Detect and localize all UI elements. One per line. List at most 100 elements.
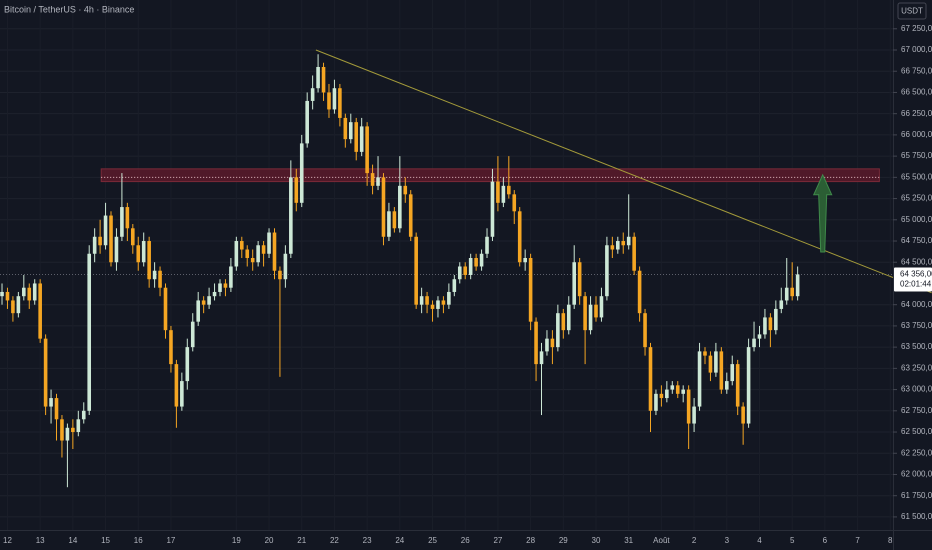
candle-body [294,177,299,203]
candle-body [479,253,484,267]
last-price-label: 64 356,00 [900,270,932,279]
candle-body [648,347,653,411]
y-tick-label: 62 750,00 [901,406,932,415]
x-tick-label: 24 [395,536,404,545]
candle-body [27,287,32,301]
candle-body [654,393,658,411]
candle-body [114,236,119,263]
candle-body [348,122,353,140]
candle-body [278,270,282,280]
candle-body [583,296,587,331]
candle-body [730,364,735,382]
candle-body [784,287,789,301]
candle-body [376,177,380,186]
plot-area [0,28,932,518]
candle-body [98,236,102,246]
y-tick-label: 61 500,00 [901,512,932,521]
candle-body [637,270,642,314]
candle-body [512,194,517,212]
candle-body [534,321,538,365]
candle-body [43,338,48,407]
candle-body [425,296,429,305]
candle-body [218,283,222,292]
y-tick-label: 62 250,00 [901,448,932,457]
x-tick-label: 30 [592,536,601,545]
candle-body [774,308,778,331]
candle-body [594,304,598,318]
candle-body [261,245,266,254]
candle-body [659,393,664,399]
y-tick-label: 63 750,00 [901,321,932,330]
candle-body [610,245,615,250]
currency[interactable]: USDT [901,7,923,16]
candle-body [561,313,566,331]
candle-body [125,207,130,229]
candle-body [11,300,15,314]
y-tick-label: 65 000,00 [901,215,932,224]
candle-body [92,236,97,254]
candle-body [752,338,756,348]
candle-body [223,283,228,288]
x-tick-label: 27 [493,536,502,545]
candle-body [523,257,527,263]
x-tick-label: 4 [757,536,762,545]
x-tick-label: 16 [134,536,143,545]
x-tick-label: 22 [330,536,339,545]
candle-body [686,389,691,424]
candle-body [697,351,702,407]
candle-body [109,215,113,263]
candle-body [190,321,195,348]
x-tick-label: 3 [725,536,730,545]
x-tick-label: 20 [265,536,274,545]
x-tick-label: 17 [166,536,175,545]
candle-body [616,241,620,250]
candle-body [398,185,402,229]
x-tick-label: 26 [461,536,470,545]
candle-body [354,122,359,152]
candle-body [65,427,70,441]
candle-body [675,385,680,394]
currency-box[interactable] [897,2,927,20]
candle-body [539,351,544,365]
candle-body [299,143,304,203]
candle-body [5,291,10,301]
candle-body [419,296,424,305]
candle-body [245,249,250,258]
candle-body [256,245,260,263]
candle-body [577,262,582,297]
resistance-zone [100,168,880,183]
candle-body [120,207,124,237]
candle-body [566,304,571,331]
candle-body [38,283,42,339]
candle-body [136,245,141,263]
candle-body [81,410,86,420]
x-tick-label: 31 [624,536,633,545]
trendline [315,49,932,294]
candle-body [436,300,440,309]
candle-body [103,215,108,246]
candle-body [408,194,413,237]
x-tick-label: 23 [363,536,372,545]
candle-body [724,381,729,390]
candle-body [463,266,468,275]
candle-body [207,296,211,305]
y-tick-label: 64 750,00 [901,236,932,245]
candle-body [141,241,146,263]
candle-body [735,364,740,407]
candle-body [234,241,239,267]
candle-body [305,100,309,144]
x-tick-label: 8 [888,536,893,545]
candle-body [387,211,391,237]
candle-body [169,330,173,365]
candle-body [180,381,184,407]
x-tick-label: 2 [692,536,697,545]
candle-body [572,262,577,305]
candle-body [316,66,320,89]
y-tick-label: 64 500,00 [901,257,932,266]
candle-body [185,347,190,382]
candle-body [441,300,446,305]
candle-body [403,185,408,195]
candle-body [746,347,751,424]
y-tick-label: 62 000,00 [901,470,932,479]
candle-body [54,398,59,420]
